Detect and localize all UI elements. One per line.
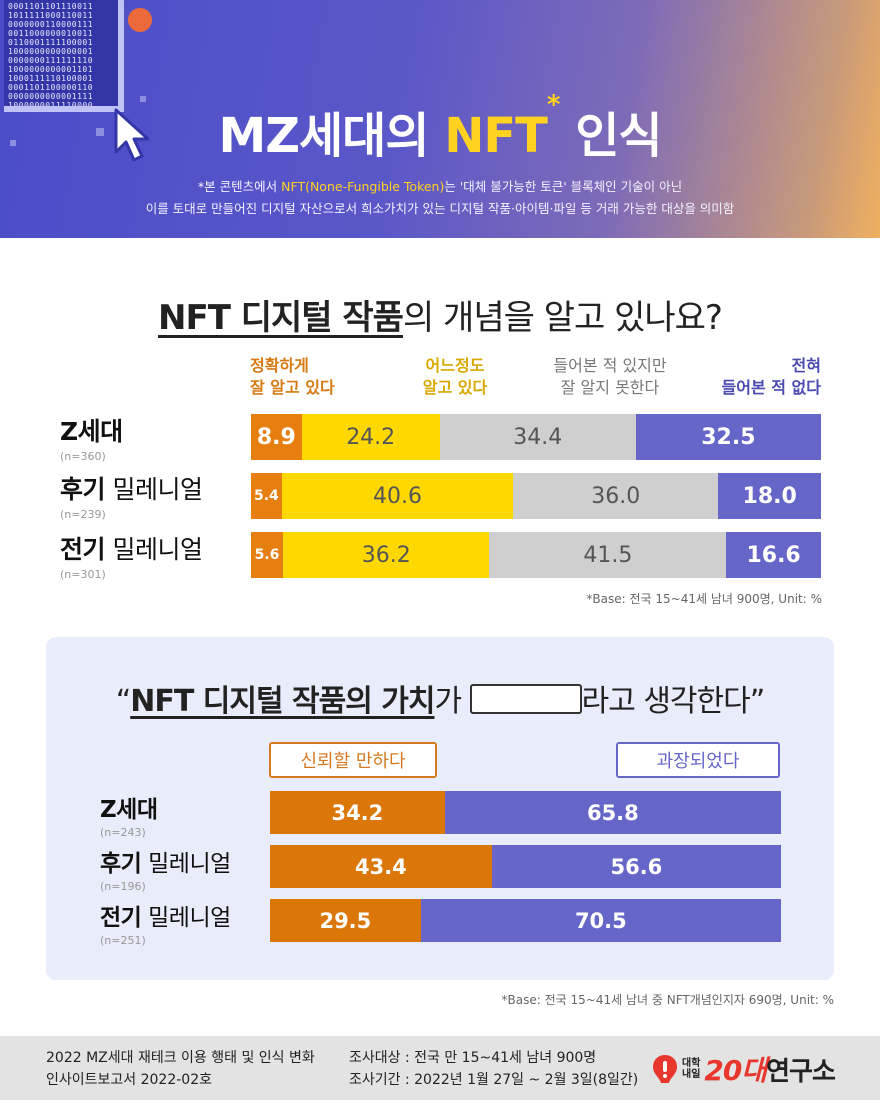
sample-size: (n=301) xyxy=(60,568,106,581)
bar-segment: 29.5 xyxy=(270,899,421,942)
sample-size: (n=196) xyxy=(100,880,146,893)
bar-segment: 70.5 xyxy=(420,899,781,942)
bulb-icon xyxy=(653,1055,677,1083)
bar-segment: 41.5 xyxy=(489,532,727,578)
pixel-decoration xyxy=(10,140,16,146)
survey-info: 조사대상 : 전국 만 15~41세 남녀 900명 조사기간 : 2022년 1… xyxy=(349,1050,639,1088)
logo-20: 20대 xyxy=(704,1054,767,1087)
row-label: 전기 밀레니얼 (n=301) xyxy=(60,530,203,581)
binary-code-screen: 0001101101110011 1011111000110011 000000… xyxy=(4,0,124,112)
bar-segment: 36.2 xyxy=(282,532,490,578)
header-banner: 0001101101110011 1011111000110011 000000… xyxy=(0,0,880,238)
row-label-name: 전기 밀레니얼 xyxy=(60,535,203,564)
stacked-bar: 29.5 70.5 xyxy=(270,899,781,942)
bar-segment: 24.2 xyxy=(301,414,440,460)
institute-logo: 대학 내일 20대 연구소 xyxy=(652,1052,836,1087)
pixel-decoration xyxy=(140,96,146,102)
bar-segment: 18.0 xyxy=(718,473,821,519)
row-label-name: 후기 밀레니얼 xyxy=(100,851,231,877)
question-2-heading: “NFT 디지털 작품의 가치가 라고 생각한다” xyxy=(115,683,765,719)
report-info: 2022 MZ세대 재테크 이용 행태 및 인식 변화 인사이트보고서 2022-… xyxy=(46,1050,315,1088)
definition-note-line2: 이를 토대로 만들어진 디지털 자산으로서 희소가치가 있는 디지털 작품·아이… xyxy=(145,201,735,216)
legend-somewhat-know: 어느정도 알고 있다 xyxy=(422,356,488,397)
row-label: Z세대 (n=360) xyxy=(60,412,123,463)
row-label-name: Z세대 xyxy=(100,797,158,823)
legend-exactly-know: 정확하게 잘 알고 있다 xyxy=(250,356,335,397)
bar-segment: 16.6 xyxy=(726,532,821,578)
bar-segment: 40.6 xyxy=(281,473,514,519)
definition-note-line1: *본 콘텐츠에서 NFT(None-Fungible Token)는 '대체 불… xyxy=(197,179,683,194)
logo-small-text: 대학 내일 xyxy=(682,1058,701,1080)
legend-never-heard: 전혀 들어본 적 없다 xyxy=(721,356,821,397)
bar-segment: 34.2 xyxy=(270,791,445,834)
question-1-heading: NFT 디지털 작품의 개념을 알고 있나요? xyxy=(158,298,723,338)
bar-segment: 65.8 xyxy=(444,791,781,834)
pixel-screen-illustration: 0001101101110011 1011111000110011 000000… xyxy=(0,0,152,165)
bar-segment: 56.6 xyxy=(491,845,781,888)
stacked-bar: 5.4 40.6 36.0 18.0 xyxy=(251,473,821,519)
bar-segment: 5.6 xyxy=(251,532,283,578)
row-label-name: 전기 밀레니얼 xyxy=(100,905,231,931)
stacked-bar: 43.4 56.6 xyxy=(270,845,781,888)
pixel-decoration xyxy=(96,128,104,136)
stacked-bar: 34.2 65.8 xyxy=(270,791,781,834)
blank-box xyxy=(469,683,582,714)
bar-segment: 43.4 xyxy=(270,845,492,888)
orange-circle-decoration xyxy=(128,8,152,32)
row-label: Z세대 (n=243) xyxy=(100,790,158,839)
row-label-name: 후기 밀레니얼 xyxy=(60,475,203,504)
bar-segment: 34.4 xyxy=(439,414,636,460)
legend-exaggerated: 과장되었다 xyxy=(616,742,780,778)
sample-size: (n=243) xyxy=(100,826,146,839)
stacked-bar: 8.9 24.2 34.4 32.5 xyxy=(251,414,821,460)
logo-institute: 연구소 xyxy=(766,1056,836,1087)
sample-size: (n=239) xyxy=(60,508,106,521)
bar-segment: 5.4 xyxy=(251,473,282,519)
base-note-1: *Base: 전국 15~41세 남녀 900명, Unit: % xyxy=(586,592,822,606)
legend-trustworthy: 신뢰할 만하다 xyxy=(269,742,437,778)
page-title: MZ세대의 NFT* 인식 xyxy=(218,90,662,164)
row-label: 후기 밀레니얼 (n=196) xyxy=(100,844,231,893)
bar-segment: 36.0 xyxy=(513,473,719,519)
row-label-name: Z세대 xyxy=(60,417,123,446)
base-note-2: *Base: 전국 15~41세 남녀 중 NFT개념인지자 690명, Uni… xyxy=(501,993,834,1007)
bar-segment: 32.5 xyxy=(635,414,821,460)
sample-size: (n=360) xyxy=(60,450,106,463)
footer-bar xyxy=(0,1036,880,1100)
row-label: 전기 밀레니얼 (n=251) xyxy=(100,898,231,947)
row-label: 후기 밀레니얼 (n=239) xyxy=(60,470,203,521)
legend-heard-not-know: 들어본 적 있지만 잘 알지 못한다 xyxy=(553,356,667,397)
cursor-icon xyxy=(114,108,150,162)
sample-size: (n=251) xyxy=(100,934,146,947)
bar-segment: 8.9 xyxy=(251,414,302,460)
stacked-bar: 5.6 36.2 41.5 16.6 xyxy=(251,532,821,578)
